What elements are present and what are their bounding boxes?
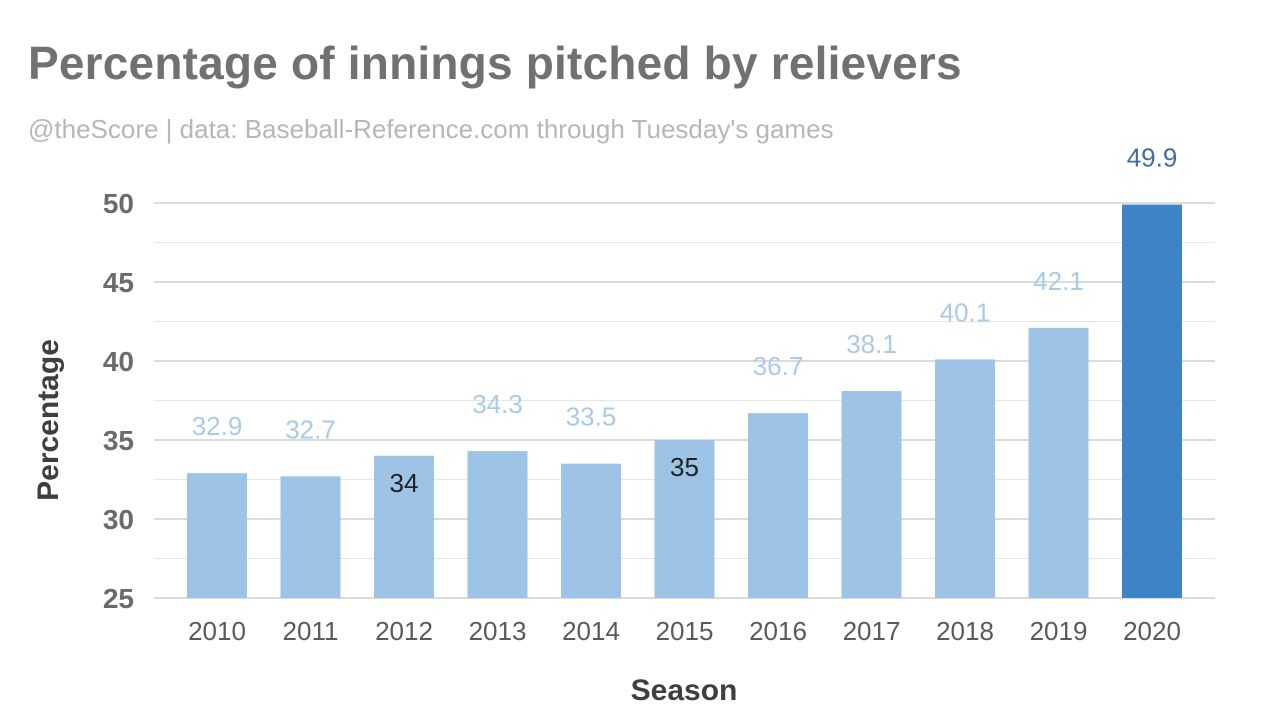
x-tick-label-2016: 2016 [749, 616, 807, 646]
x-tick-label-2018: 2018 [936, 616, 994, 646]
y-axis-ticks: 25 30 35 40 45 50 [103, 188, 134, 614]
x-tick-label-2015: 2015 [656, 616, 714, 646]
data-label-2020: 49.9 [1127, 143, 1178, 173]
data-label-2016: 36.7 [753, 351, 804, 381]
y-axis-title: Percentage [32, 339, 65, 501]
bar-2020 [1122, 204, 1182, 598]
data-label-2013: 34.3 [472, 389, 523, 419]
bar-2018 [935, 359, 995, 598]
x-tick-label-2017: 2017 [843, 616, 901, 646]
x-axis-title: Season [631, 674, 738, 707]
data-label-2014: 33.5 [566, 402, 617, 432]
y-tick-label: 35 [103, 425, 134, 456]
x-axis-ticks: 2010 2011 2012 2013 2014 2015 2016 2017 2018 2019… [188, 616, 1181, 646]
bar-2017 [841, 391, 902, 598]
x-tick-label-2019: 2019 [1030, 616, 1088, 646]
data-label-2015: 35 [670, 452, 699, 482]
data-label-2017: 38.1 [846, 329, 897, 359]
data-label-2018: 40.1 [940, 297, 991, 327]
bar-2019 [1028, 327, 1089, 598]
data-label-2010: 32.9 [192, 411, 243, 441]
data-label-2012: 34 [390, 468, 419, 498]
x-tick-label-2013: 2013 [469, 616, 527, 646]
bar-2011 [280, 476, 341, 598]
bars [187, 204, 1182, 598]
chart-subtitle: @theScore | data: Baseball-Reference.com… [28, 114, 834, 144]
bar-2016 [748, 413, 808, 598]
y-tick-label: 25 [103, 583, 134, 614]
y-tick-label: 30 [103, 504, 134, 535]
y-tick-label: 45 [103, 267, 134, 298]
x-tick-label-2011: 2011 [283, 616, 339, 646]
x-tick-label-2020: 2020 [1123, 616, 1181, 646]
x-tick-label-2012: 2012 [375, 616, 433, 646]
x-tick-label-2014: 2014 [562, 616, 620, 646]
bar-2015 [654, 440, 715, 598]
bar-2012 [374, 455, 434, 598]
bar-2013 [467, 451, 528, 598]
data-label-2019: 42.1 [1033, 266, 1084, 296]
y-tick-label: 40 [103, 346, 134, 377]
data-labels: 32.9 32.7 34 34.3 33.5 35 36.7 38.1 40.1 42.1 49.9 [192, 143, 1178, 498]
x-tick-label-2010: 2010 [188, 616, 246, 646]
bar-2014 [561, 463, 621, 598]
chart-title: Percentage of innings pitched by relieve… [28, 37, 962, 89]
y-tick-label: 50 [103, 188, 134, 219]
bar-2010 [187, 473, 247, 598]
data-label-2011: 32.7 [285, 414, 336, 444]
